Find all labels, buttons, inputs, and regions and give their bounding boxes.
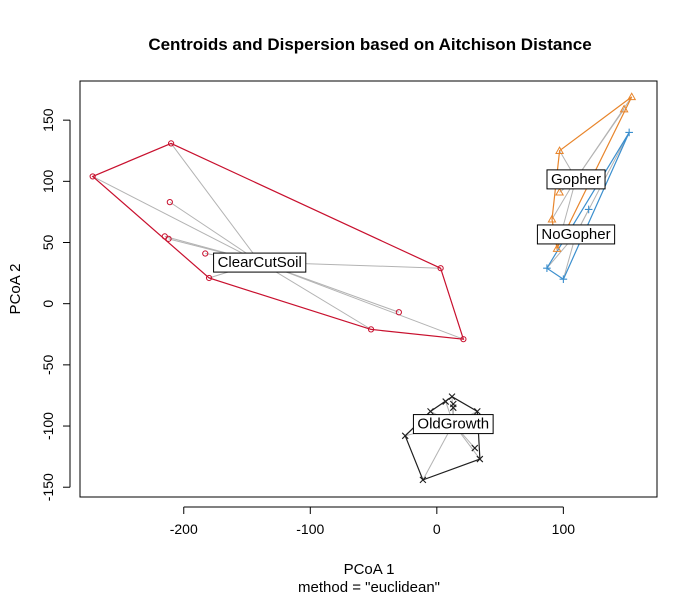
point-clearcutsoil bbox=[395, 309, 402, 316]
x-axis: -200 -100 0 100 bbox=[170, 506, 576, 537]
point-oldgrowth bbox=[401, 432, 409, 440]
point-nogopher bbox=[559, 275, 568, 284]
group-hulls bbox=[91, 96, 633, 481]
data-points bbox=[89, 92, 637, 484]
x-tick-label: 100 bbox=[552, 521, 576, 537]
spider-line bbox=[259, 261, 464, 340]
group-labels: ClearCutSoil Gopher NoGopher OldGrowth bbox=[213, 169, 616, 435]
point-oldgrowth bbox=[448, 393, 456, 401]
point-gopher bbox=[555, 187, 565, 196]
group-label-text: OldGrowth bbox=[417, 416, 489, 433]
y-tick-label: -150 bbox=[40, 473, 56, 501]
point-gopher bbox=[547, 214, 557, 223]
point-gopher bbox=[555, 146, 565, 154]
hull-clearcutsoil bbox=[91, 142, 465, 340]
point-clearcutsoil bbox=[202, 250, 209, 257]
group-label-box bbox=[536, 224, 616, 245]
spider-line bbox=[92, 175, 260, 263]
point-clearcutsoil bbox=[166, 199, 173, 206]
x-tick-label: -100 bbox=[296, 521, 324, 537]
y-tick-label: -50 bbox=[40, 355, 56, 375]
point-nogopher bbox=[584, 205, 593, 214]
x-tick-label: -200 bbox=[170, 521, 198, 537]
y-axis-label: PCoA 2 bbox=[7, 264, 24, 315]
point-clearcutsoil bbox=[437, 265, 444, 272]
group-label-text: Gopher bbox=[551, 171, 601, 188]
plot-frame bbox=[79, 80, 658, 498]
chart-title: Centroids and Dispersion based on Aitchi… bbox=[148, 35, 591, 54]
point-nogopher bbox=[625, 128, 633, 137]
x-axis-sublabel: method = "euclidean" bbox=[298, 579, 440, 596]
point-oldgrowth bbox=[442, 398, 450, 405]
group-label-box bbox=[546, 169, 606, 190]
group-label-text: ClearCutSoil bbox=[218, 254, 302, 271]
point-oldgrowth bbox=[427, 407, 434, 415]
y-tick-label: -100 bbox=[40, 412, 56, 440]
point-gopher bbox=[619, 104, 629, 113]
group-label-box bbox=[412, 414, 494, 435]
hull-gopher bbox=[551, 96, 633, 251]
spider-line bbox=[259, 261, 372, 330]
hull-nogopher bbox=[546, 132, 630, 281]
point-clearcutsoil bbox=[460, 336, 467, 343]
group-label-nogopher: NoGopher bbox=[536, 224, 616, 245]
point-clearcutsoil bbox=[165, 235, 172, 242]
y-tick-label: 150 bbox=[40, 108, 56, 132]
group-label-gopher: Gopher bbox=[546, 169, 606, 190]
spider-line bbox=[169, 201, 260, 263]
y-axis: 150 100 50 0 -50 -100 -150 bbox=[40, 108, 71, 501]
point-gopher bbox=[552, 244, 562, 252]
group-label-oldgrowth: OldGrowth bbox=[412, 414, 494, 435]
x-tick-label: 0 bbox=[433, 521, 441, 537]
point-clearcutsoil bbox=[205, 274, 213, 282]
point-clearcutsoil bbox=[168, 140, 175, 147]
hull-oldgrowth bbox=[404, 395, 481, 481]
group-label-box bbox=[213, 252, 307, 273]
point-oldgrowth bbox=[473, 407, 481, 415]
spider-line bbox=[170, 143, 261, 263]
group-label-text: NoGopher bbox=[541, 226, 610, 243]
point-oldgrowth bbox=[471, 444, 479, 452]
point-oldgrowth bbox=[419, 476, 427, 484]
x-axis-label: PCoA 1 bbox=[344, 561, 395, 578]
point-oldgrowth bbox=[476, 455, 484, 463]
y-tick-label: 50 bbox=[40, 235, 56, 251]
y-tick-label: 100 bbox=[40, 169, 56, 193]
group-label-clearcutsoil: ClearCutSoil bbox=[213, 252, 307, 273]
point-oldgrowth bbox=[449, 404, 457, 412]
spider-line bbox=[575, 108, 625, 180]
point-gopher bbox=[627, 92, 637, 101]
point-nogopher bbox=[543, 264, 551, 272]
point-clearcutsoil bbox=[367, 326, 375, 333]
point-clearcutsoil bbox=[89, 173, 96, 180]
spider-lines bbox=[92, 96, 633, 481]
y-tick-label: 0 bbox=[40, 300, 56, 308]
